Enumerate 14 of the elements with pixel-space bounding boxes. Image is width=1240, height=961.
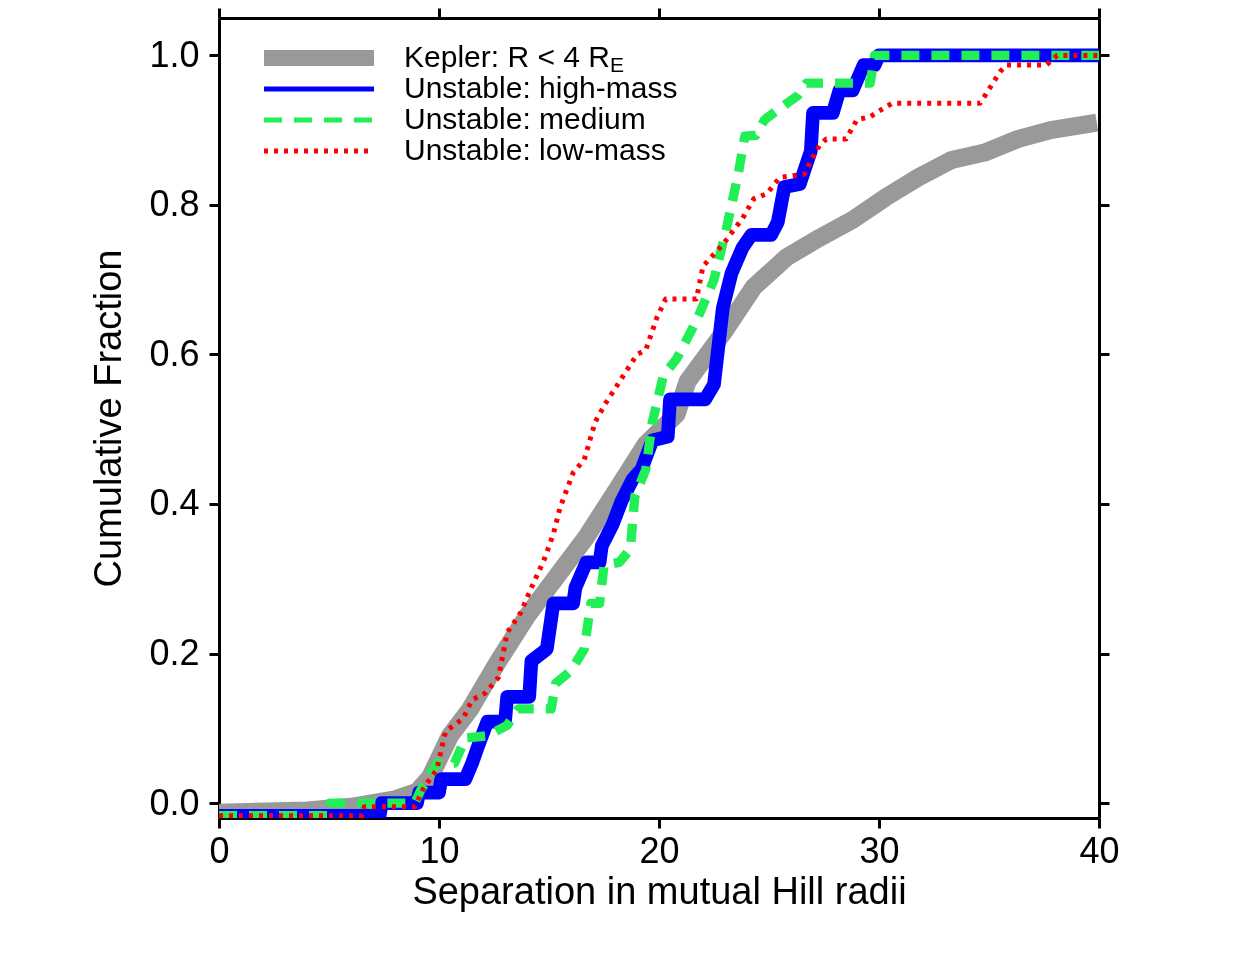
y-tick-label: 1.0 xyxy=(149,33,200,75)
x-tick-label: 40 xyxy=(1079,829,1120,871)
y-tick-label: 0.0 xyxy=(149,781,200,823)
x-tick-label: 30 xyxy=(859,829,900,871)
y-axis-title: Cumulative Fraction xyxy=(87,249,130,588)
y-tick-label: 0.8 xyxy=(149,183,200,225)
y-tick-label: 0.4 xyxy=(149,482,200,524)
x-axis-title: Separation in mutual Hill radii xyxy=(412,869,907,912)
x-tick-label: 20 xyxy=(639,829,680,871)
y-tick-label: 0.6 xyxy=(149,332,200,374)
x-tick-label: 0 xyxy=(209,829,230,871)
y-tick-label: 0.2 xyxy=(149,632,200,674)
legend-label: Unstable: low-mass xyxy=(404,133,666,166)
x-tick-label: 10 xyxy=(419,829,460,871)
